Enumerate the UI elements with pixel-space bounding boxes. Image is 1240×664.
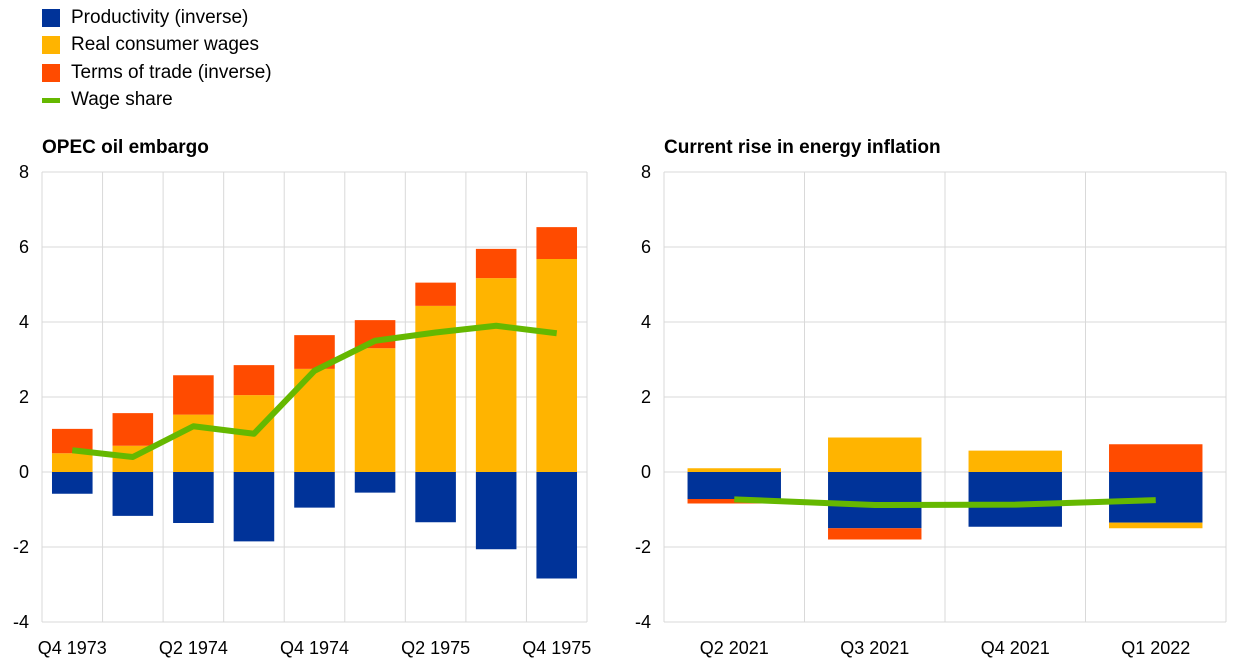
c1-y-tick-label: 0	[641, 462, 651, 482]
c0-x-tick-label: Q4 1975	[522, 638, 591, 658]
c0-y-tick-label: 6	[19, 237, 29, 257]
c1-y-tick-label: -4	[635, 612, 651, 632]
legend-item-wage-share: Wage share	[42, 87, 272, 115]
c1-bar-productivity-inverse	[1109, 472, 1203, 523]
c0-bar-real-consumer-wages	[173, 414, 214, 472]
c1-y-tick-label: 6	[641, 237, 651, 257]
c1-x-tick-label: Q3 2021	[840, 638, 909, 658]
legend-swatch-real-wages	[42, 36, 60, 55]
c0-bar-productivity-inverse	[294, 472, 335, 508]
c1-bar-productivity-inverse	[968, 472, 1062, 527]
legend: Productivity (inverse) Real consumer wag…	[42, 4, 272, 114]
legend-swatch-productivity	[42, 8, 60, 27]
c1-bar-real-consumer-wages	[1109, 522, 1203, 529]
left-chart-plot: -4 -2 0 2 4 6 8 Q4 1973 Q2 1974 Q4 1974 Q2 1975 Q4 …	[13, 162, 591, 658]
c0-bar-real-consumer-wages	[354, 348, 396, 472]
c1-y-tick-label: 8	[641, 162, 651, 182]
c1-y-tick-label: 4	[641, 312, 651, 332]
legend-label-productivity: Productivity (inverse)	[71, 6, 249, 28]
c0-wage-share-line	[71, 322, 558, 460]
right-chart-title: Current rise in energy inflation	[664, 137, 941, 158]
c1-x-tick-label: Q2 2021	[700, 638, 769, 658]
c1-bar-terms-of-trade-inverse	[828, 528, 922, 540]
c0-bar-productivity-inverse	[112, 472, 154, 516]
c0-bar-terms-of-trade-inverse	[173, 375, 214, 415]
c0-bar-terms-of-trade-inverse	[415, 282, 456, 306]
c0-bar-productivity-inverse	[475, 472, 517, 550]
c0-y-tick-label: -4	[13, 612, 29, 632]
c0-x-tick-label: Q2 1974	[159, 638, 228, 658]
c0-bar-productivity-inverse	[415, 472, 456, 523]
c0-y-tick-label: 4	[19, 312, 29, 332]
c1-x-tick-label: Q4 2021	[981, 638, 1050, 658]
c0-x-tick-label: Q4 1974	[280, 638, 349, 658]
c0-bar-real-consumer-wages	[51, 453, 93, 472]
legend-label-wage-share: Wage share	[71, 89, 173, 111]
c0-y-tick-label: -2	[13, 537, 29, 557]
legend-swatch-terms-of-trade	[42, 63, 60, 82]
c0-bar-productivity-inverse	[173, 472, 214, 523]
c0-bar-terms-of-trade-inverse	[233, 365, 275, 396]
c1-bar-real-consumer-wages	[968, 450, 1062, 472]
c0-bar-terms-of-trade-inverse	[475, 248, 517, 279]
c1-y-tick-label: 2	[641, 387, 651, 407]
legend-label-terms-of-trade: Terms of trade (inverse)	[71, 61, 272, 83]
c1-bar-productivity-inverse	[687, 472, 781, 499]
c0-y-tick-label: 8	[19, 162, 29, 182]
legend-label-real-wages: Real consumer wages	[71, 34, 259, 56]
c0-x-tick-label: Q2 1975	[401, 638, 470, 658]
c0-bar-productivity-inverse	[536, 472, 578, 579]
c1-bar-real-consumer-wages	[687, 468, 781, 472]
c1-bar-productivity-inverse	[828, 472, 922, 529]
c0-bar-productivity-inverse	[51, 472, 93, 494]
left-chart-title: OPEC oil embargo	[42, 137, 209, 158]
legend-item-real-wages: Real consumer wages	[42, 32, 272, 60]
c0-bar-productivity-inverse	[233, 472, 275, 542]
c1-wage-share-line	[734, 496, 1156, 508]
legend-item-terms-of-trade: Terms of trade (inverse)	[42, 59, 272, 87]
c0-bar-terms-of-trade-inverse	[536, 227, 578, 259]
c0-x-tick-label: Q4 1973	[38, 638, 107, 658]
c0-y-tick-label: 0	[19, 462, 29, 482]
c0-bar-real-consumer-wages	[475, 278, 517, 472]
c0-bar-terms-of-trade-inverse	[112, 413, 154, 446]
c0-bar-real-consumer-wages	[536, 259, 578, 472]
c1-bar-terms-of-trade-inverse	[1109, 444, 1203, 472]
c0-y-tick-label: 2	[19, 387, 29, 407]
right-chart-plot: -4 -2 0 2 4 6 8 Q2 2021 Q3 2021 Q4 2021 Q1 2022	[635, 162, 1227, 658]
c1-x-tick-label: Q1 2022	[1121, 638, 1190, 658]
legend-item-productivity: Productivity (inverse)	[42, 4, 272, 32]
c1-y-tick-label: -2	[635, 537, 651, 557]
legend-swatch-wage-share	[42, 98, 60, 104]
c0-bar-productivity-inverse	[354, 472, 396, 493]
c1-bar-real-consumer-wages	[828, 437, 922, 472]
